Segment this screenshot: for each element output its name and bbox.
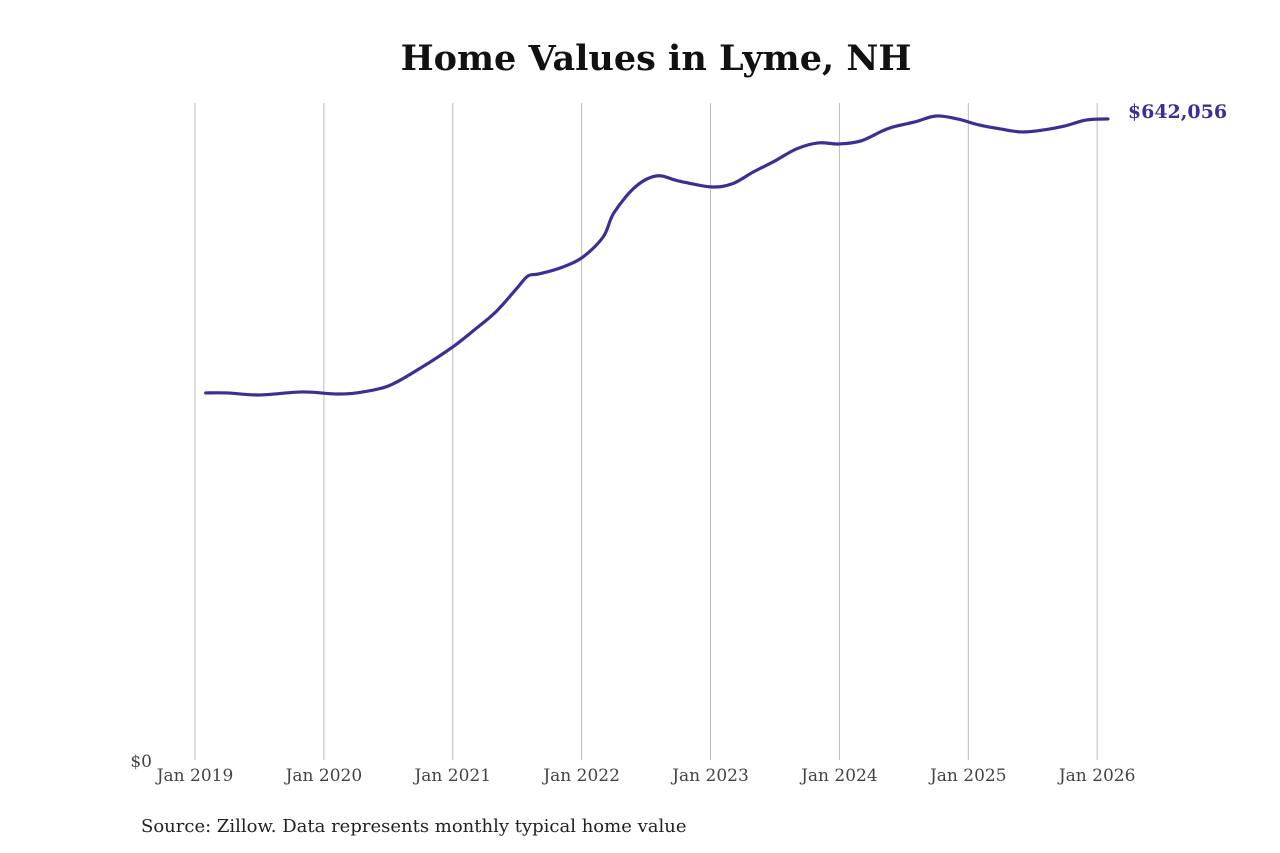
- x-tick-label: Jan 2022: [541, 766, 620, 786]
- x-tick-label: Jan 2024: [799, 766, 878, 786]
- x-tick-label: Jan 2019: [155, 766, 234, 786]
- x-tick-label: Jan 2021: [412, 766, 491, 786]
- x-tick-label: Jan 2023: [670, 766, 749, 786]
- end-value-label: $642,056: [1128, 101, 1227, 123]
- x-tick-label: Jan 2025: [928, 766, 1007, 786]
- x-tick-label: Jan 2026: [1057, 766, 1136, 786]
- home-value-line: [204, 114, 1110, 397]
- x-tick-label: Jan 2020: [284, 766, 363, 786]
- y-tick-label: $0: [130, 752, 152, 772]
- chart-title: Home Values in Lyme, NH: [400, 38, 912, 79]
- source-note: Source: Zillow. Data represents monthly …: [141, 816, 687, 837]
